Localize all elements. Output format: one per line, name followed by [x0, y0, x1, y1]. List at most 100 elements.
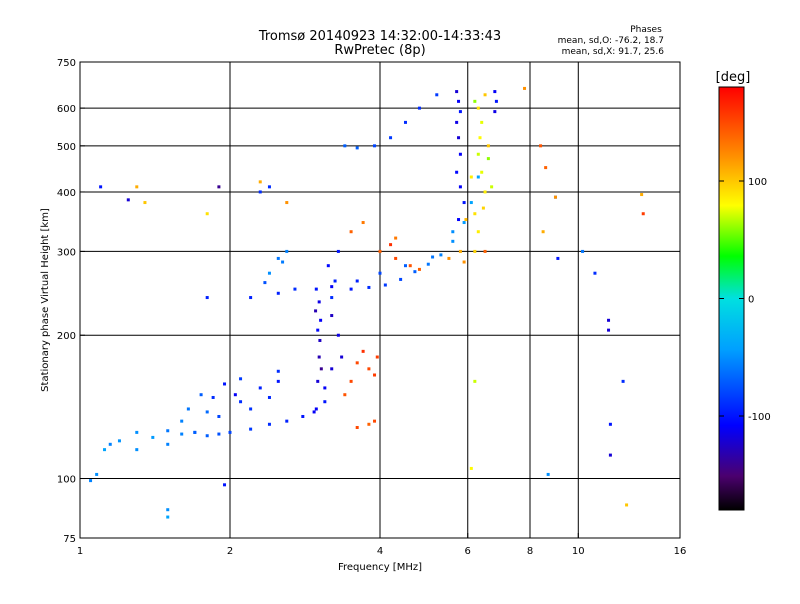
data-point [640, 193, 644, 197]
data-point [258, 180, 262, 184]
data-point [462, 221, 466, 225]
colorbar-unit: [deg] [716, 70, 751, 85]
data-point [314, 407, 318, 411]
data-point [319, 367, 323, 371]
data-point [476, 230, 480, 234]
data-point [458, 110, 462, 114]
data-point [223, 382, 227, 386]
data-point [301, 414, 305, 418]
data-point [373, 373, 377, 377]
data-point [135, 185, 139, 189]
chart-subtitle: RwPretec (8p) [334, 43, 425, 58]
data-point [205, 296, 209, 300]
grid-lines [80, 62, 680, 538]
data-point [103, 448, 107, 452]
data-point [323, 386, 327, 390]
data-point [469, 201, 473, 205]
phase-stats-o: mean, sd,O: -76.2, 18.7 [558, 36, 664, 46]
data-point [476, 106, 480, 110]
data-point [553, 195, 557, 199]
data-point [318, 338, 322, 342]
data-point [126, 198, 130, 202]
data-point [211, 395, 215, 399]
data-point [394, 256, 398, 260]
data-point [373, 419, 377, 423]
data-point [205, 410, 209, 414]
data-point [361, 349, 365, 353]
data-point [447, 256, 451, 260]
data-point [217, 185, 221, 189]
data-point [546, 472, 550, 476]
data-point [490, 185, 494, 189]
x-tick-label: 2 [227, 546, 233, 557]
data-point [293, 287, 297, 291]
data-point [494, 99, 498, 103]
data-point [458, 152, 462, 156]
data-point [455, 120, 459, 124]
data-point [523, 86, 527, 90]
data-point [478, 136, 482, 140]
colorbar-tick-label: 100 [748, 177, 767, 188]
data-point [473, 212, 477, 216]
data-point [593, 271, 597, 275]
data-point [249, 427, 253, 431]
x-tick-label: 1 [77, 546, 83, 557]
data-point [276, 369, 280, 373]
data-point [205, 434, 209, 438]
data-point [228, 430, 232, 434]
data-point [281, 260, 285, 264]
data-point [476, 152, 480, 156]
data-point [458, 185, 462, 189]
data-point [276, 379, 280, 383]
data-point [316, 379, 320, 383]
data-point [285, 201, 289, 205]
data-point [556, 256, 560, 260]
data-point [469, 175, 473, 179]
data-point [249, 407, 253, 411]
data-point [367, 285, 371, 289]
data-point [541, 230, 545, 234]
data-point [314, 287, 318, 291]
data-point [367, 367, 371, 371]
x-tick-label: 16 [674, 546, 687, 557]
data-point [143, 201, 147, 205]
data-point [249, 296, 253, 300]
data-point [426, 262, 430, 266]
data-point [417, 267, 421, 271]
y-tick-label: 600 [57, 104, 76, 115]
data-point [464, 218, 468, 222]
data-point [263, 281, 267, 285]
data-point [205, 212, 209, 216]
x-tick-label: 10 [572, 546, 585, 557]
data-point [581, 249, 585, 253]
data-point [151, 435, 155, 439]
data-point [166, 508, 170, 512]
colorbar-tick-label: 0 [748, 295, 754, 306]
data-point [439, 253, 443, 257]
x-tick-label: 4 [377, 546, 383, 557]
y-tick-label: 100 [57, 475, 76, 486]
data-point [361, 221, 365, 225]
data-point [333, 279, 337, 283]
data-point [399, 277, 403, 281]
data-point [493, 90, 497, 94]
data-point [330, 314, 334, 318]
data-point [135, 430, 139, 434]
data-point [258, 386, 262, 390]
data-point [166, 515, 170, 519]
data-point [349, 230, 353, 234]
data-point [317, 355, 321, 359]
data-point [276, 291, 280, 295]
data-point [135, 448, 139, 452]
data-point [455, 90, 459, 94]
data-point [180, 432, 184, 436]
data-point [355, 361, 359, 365]
data-point [403, 120, 407, 124]
data-point [462, 201, 466, 205]
data-point [383, 283, 387, 287]
y-tick-label: 400 [57, 188, 76, 199]
data-point [267, 422, 271, 426]
data-point [457, 218, 461, 222]
data-point [457, 136, 461, 140]
y-tick-label: 750 [57, 58, 76, 69]
